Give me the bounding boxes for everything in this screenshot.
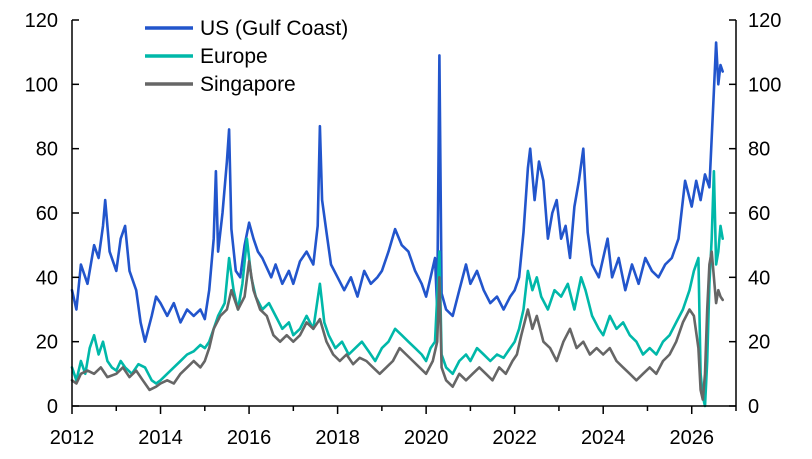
y-tick-label-left: 60 [36,203,58,225]
x-tick-label: 2020 [404,427,449,449]
legend-label: US (Gulf Coast) [200,17,348,40]
y-tick-label-right: 0 [748,396,759,418]
plot-lines [70,41,724,408]
axes: 0 20 40 60 80 100 120 0 20 40 60 80 100 120 2012 2014 20… [25,10,782,449]
y-tick-label-left: 100 [25,74,58,96]
y-tick-label-right: 120 [748,10,781,32]
y-tick-label-left: 80 [36,139,58,161]
y-tick-label-right: 20 [748,332,770,354]
x-tick-label: 2024 [581,427,626,449]
y-tick-label-left: 20 [36,332,58,354]
x-tick-label: 2026 [669,427,714,449]
x-tick-label: 2012 [50,427,95,449]
legend: US (Gulf Coast) Europe Singapore [145,17,348,96]
x-tick-label: 2018 [315,427,360,449]
y-tick-label-left: 0 [47,396,58,418]
y-tick-label-right: 100 [748,74,781,96]
series-line-singapore [70,250,724,401]
y-tick-label-right: 80 [748,139,770,161]
x-tick-label: 2016 [227,427,272,449]
legend-label: Singapore [200,73,296,96]
series-line-europe [70,169,724,408]
x-tick-label: 2014 [138,427,183,449]
y-tick-label-left: 120 [25,10,58,32]
x-tick-label: 2022 [492,427,537,449]
y-tick-label-right: 40 [748,267,770,289]
y-tick-label-right: 60 [748,203,770,225]
legend-label: Europe [200,45,268,68]
y-tick-label-left: 40 [36,267,58,289]
series-line-us-gulf-coast [70,41,724,343]
